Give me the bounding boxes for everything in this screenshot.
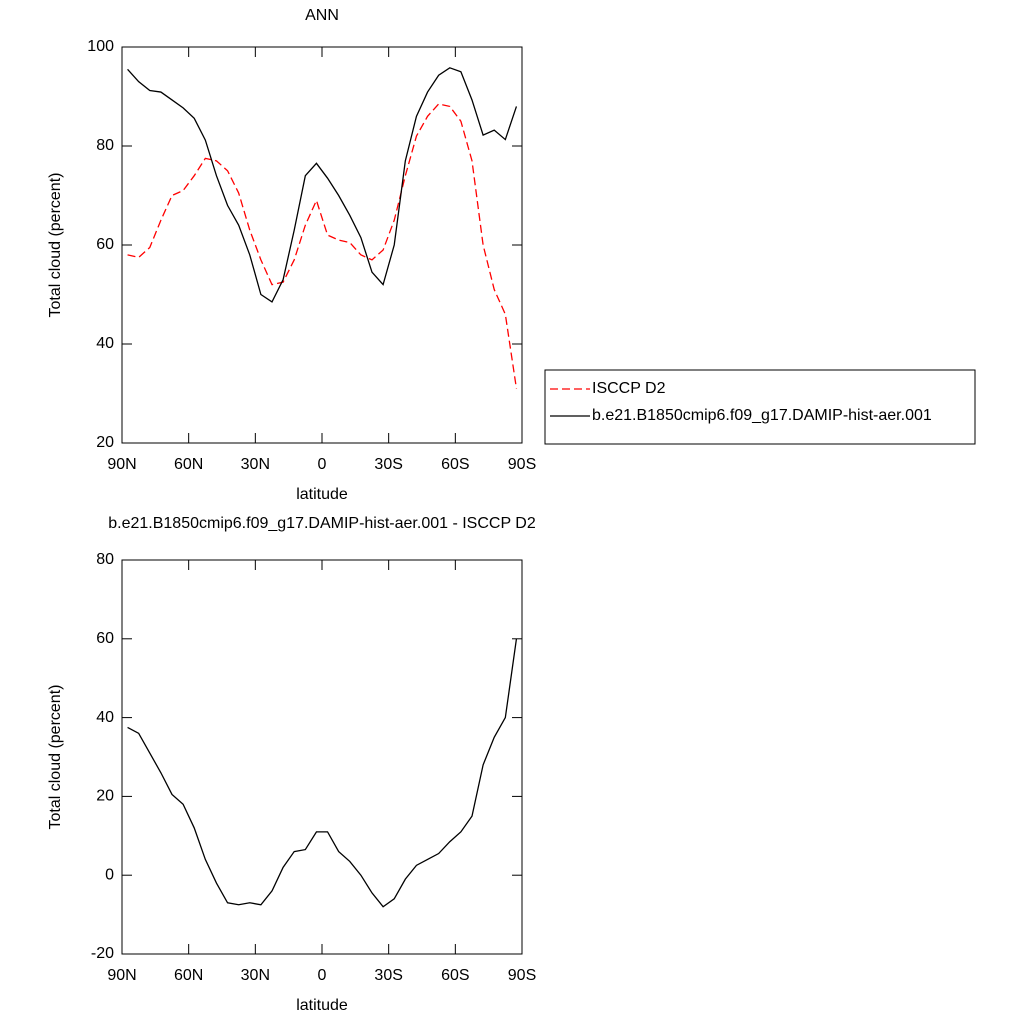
plot-frame	[121, 559, 523, 955]
chart-title: b.e21.B1850cmip6.f09_g17.DAMIP-hist-aer.…	[108, 515, 536, 532]
x-tick-label: 0	[318, 456, 327, 473]
x-axis-label: latitude	[296, 997, 348, 1014]
legend-box	[544, 369, 976, 445]
x-tick-label: 30S	[374, 967, 402, 984]
x-tick-label: 90S	[508, 456, 536, 473]
y-tick-label: 40	[96, 335, 114, 352]
x-tick-label: 90N	[107, 456, 136, 473]
y-tick-label: 60	[96, 630, 114, 647]
y-axis-label: Total cloud (percent)	[47, 685, 64, 830]
x-tick-label: 60S	[441, 967, 469, 984]
x-tick-label: 60S	[441, 456, 469, 473]
y-tick-label: 20	[96, 434, 114, 451]
x-tick-label: 30S	[374, 456, 402, 473]
x-tick-label: 30N	[241, 456, 270, 473]
y-tick-label: 20	[96, 788, 114, 805]
x-tick-label: 30N	[241, 967, 270, 984]
y-axis-label: Total cloud (percent)	[47, 173, 64, 318]
x-tick-label: 60N	[174, 456, 203, 473]
data-line	[127, 638, 518, 908]
legend-label: ISCCP D2	[592, 380, 666, 397]
x-tick-label: 60N	[174, 967, 203, 984]
y-tick-label: 80	[96, 551, 114, 568]
x-tick-label: 90S	[508, 967, 536, 984]
y-tick-label: -20	[91, 945, 114, 962]
data-line	[127, 103, 518, 389]
legend-label: b.e21.B1850cmip6.f09_g17.DAMIP-hist-aer.…	[592, 407, 932, 424]
chart-title: ANN	[305, 7, 339, 24]
x-tick-label: 90N	[107, 967, 136, 984]
x-axis-label: latitude	[296, 486, 348, 503]
data-line	[127, 67, 518, 303]
y-tick-label: 60	[96, 236, 114, 253]
y-tick-label: 0	[105, 866, 114, 883]
y-tick-label: 100	[87, 38, 114, 55]
plot-frame	[121, 46, 523, 444]
y-tick-label: 80	[96, 137, 114, 154]
y-tick-label: 40	[96, 709, 114, 726]
x-tick-label: 0	[318, 967, 327, 984]
